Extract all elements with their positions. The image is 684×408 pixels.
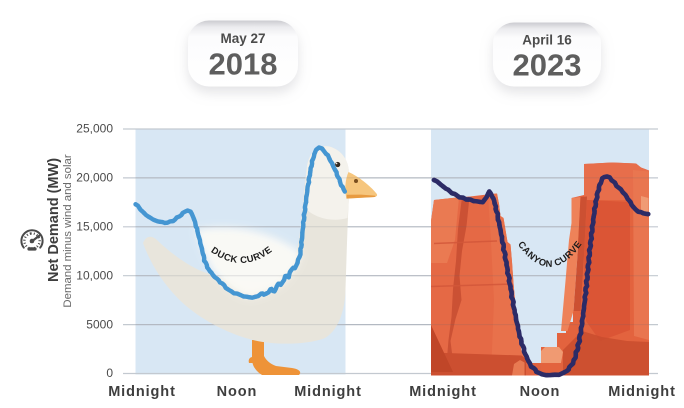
svg-text:Demand minus wind and solar: Demand minus wind and solar xyxy=(62,154,74,307)
svg-text:2018: 2018 xyxy=(209,47,278,82)
svg-text:May 27: May 27 xyxy=(220,31,265,46)
svg-text:Net Demand (MW): Net Demand (MW) xyxy=(46,158,62,282)
svg-text:April 16: April 16 xyxy=(522,33,572,48)
svg-text:15,000: 15,000 xyxy=(76,220,113,234)
svg-text:Noon: Noon xyxy=(520,384,561,400)
svg-text:Noon: Noon xyxy=(217,384,258,400)
svg-text:Midnight: Midnight xyxy=(294,384,362,400)
svg-text:10,000: 10,000 xyxy=(76,268,113,282)
svg-text:0: 0 xyxy=(106,366,113,380)
svg-text:Midnight: Midnight xyxy=(108,384,176,400)
svg-text:Midnight: Midnight xyxy=(608,384,676,400)
svg-text:5000: 5000 xyxy=(86,317,113,331)
svg-text:2023: 2023 xyxy=(513,48,582,83)
svg-text:Midnight: Midnight xyxy=(409,384,477,400)
svg-text:20,000: 20,000 xyxy=(76,171,113,185)
svg-text:25,000: 25,000 xyxy=(76,122,113,136)
